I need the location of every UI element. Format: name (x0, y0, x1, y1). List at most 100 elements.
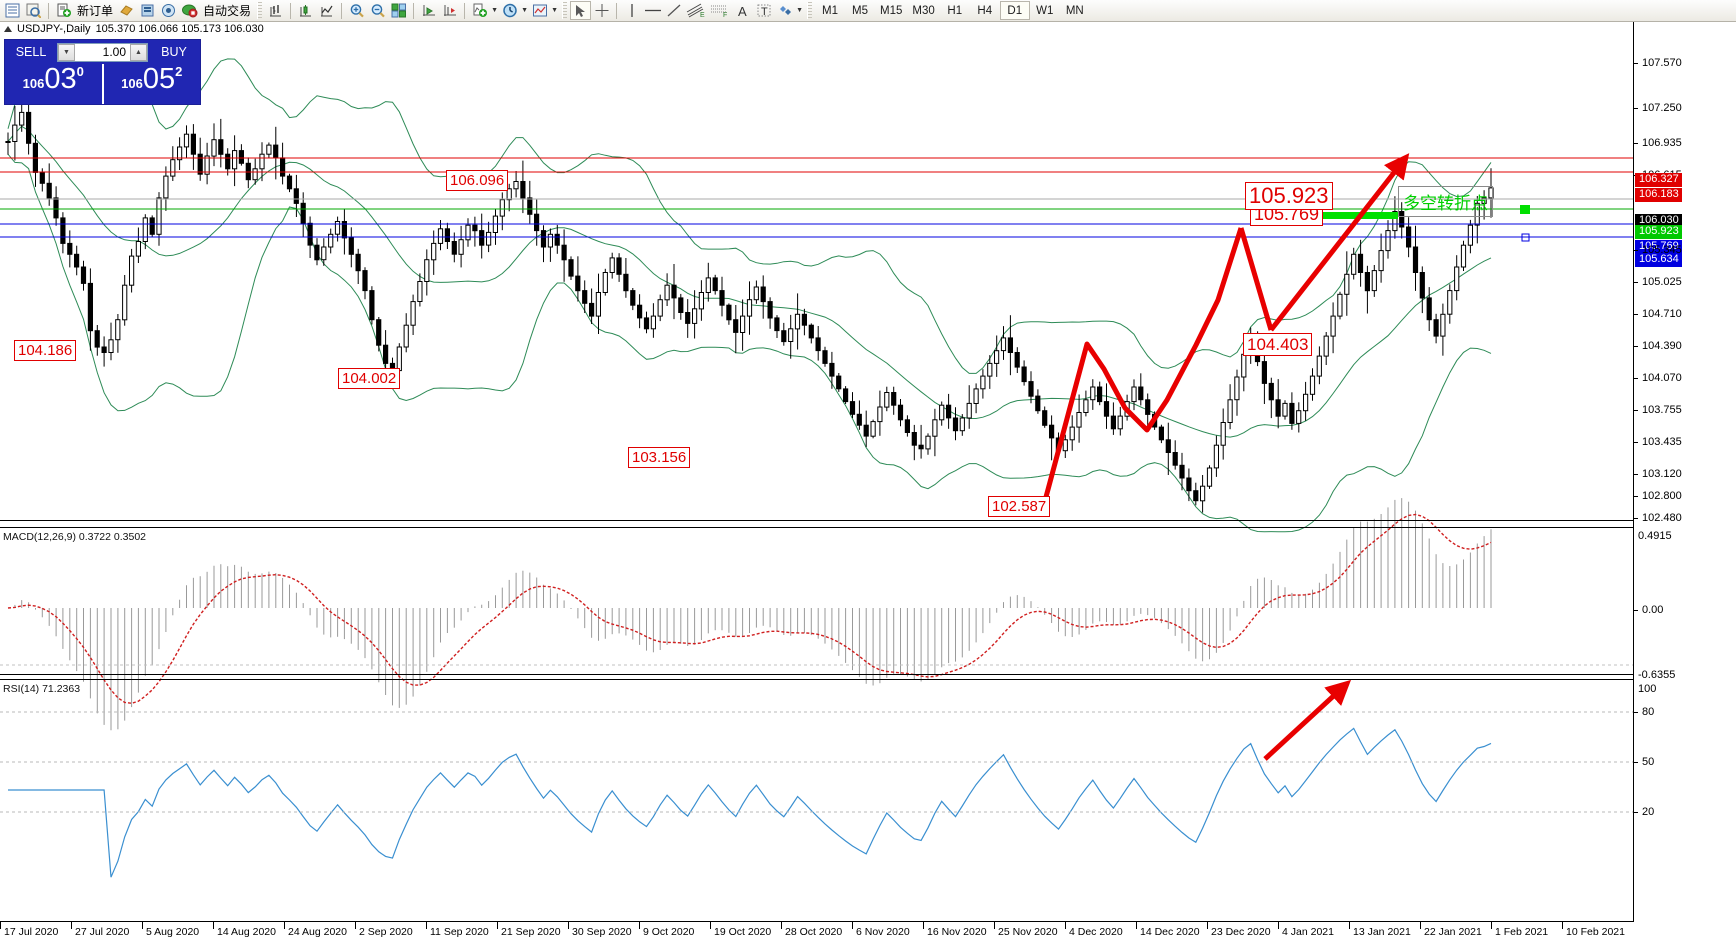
price-annotation-105-923[interactable]: 105.923 (1245, 182, 1333, 210)
candle-bullish (135, 241, 142, 257)
fibonacci-icon[interactable]: F (708, 1, 732, 20)
candle-bullish (424, 259, 430, 283)
candle-bearish (829, 362, 835, 377)
candle-bearish (300, 202, 306, 224)
toolbar-grip-3[interactable] (807, 2, 813, 19)
templates-icon[interactable] (529, 1, 550, 20)
candle-bullish (1076, 412, 1082, 428)
templates-chevron-down-icon[interactable]: ▼ (551, 7, 558, 14)
chart-collapse-icon[interactable] (4, 26, 12, 32)
zoom-in-icon[interactable] (346, 1, 367, 20)
candle-bearish (1021, 366, 1027, 383)
vertical-line-icon[interactable] (621, 1, 642, 20)
line-chart-icon[interactable] (316, 1, 337, 20)
timeframe-d1[interactable]: D1 (999, 1, 1030, 20)
xtick-label: 21 Sep 2020 (501, 926, 561, 938)
xtick-label: 22 Jan 2021 (1424, 926, 1482, 938)
candle-bearish (856, 413, 862, 426)
autotrading-icon[interactable] (179, 1, 200, 20)
resistance-zone-highlight[interactable] (1250, 212, 1398, 219)
candle-bearish (904, 419, 910, 433)
volume-increase-icon[interactable]: ▲ (130, 43, 147, 61)
market-watch-icon[interactable] (2, 1, 23, 20)
date-scale[interactable]: 17 Jul 2020 27 Jul 2020 5 Aug 2020 14 Aug 2… (0, 921, 1633, 945)
volume-decrease-icon[interactable]: ▼ (58, 43, 75, 61)
strategy-tester-icon[interactable] (137, 1, 158, 20)
candle-bearish (307, 222, 313, 246)
blue-level-handle[interactable] (1521, 233, 1530, 242)
expert-advisors-icon[interactable] (116, 1, 137, 20)
price-scale[interactable]: 107.570 107.250 106.935 106.615 106.327 … (1633, 22, 1736, 922)
navigator-icon[interactable] (158, 1, 179, 20)
tile-windows-icon[interactable] (388, 1, 409, 20)
auto-scroll-icon[interactable] (439, 1, 460, 20)
price-annotation-102-587[interactable]: 102.587 (988, 496, 1051, 517)
candle-bullish (994, 350, 1000, 364)
toolbar-grip-2[interactable] (562, 2, 568, 19)
toolbar-grip[interactable] (257, 2, 263, 19)
text-label-icon[interactable]: T (753, 1, 774, 20)
candle-bearish (637, 304, 643, 319)
buy-price-main: 05 (142, 63, 176, 95)
trendline-icon[interactable] (663, 1, 684, 20)
timeframe-m15[interactable]: M15 (880, 4, 903, 17)
xtick-separator (639, 922, 640, 929)
candle-bearish (774, 317, 780, 332)
new-order-icon[interactable] (53, 1, 74, 20)
periods-chevron-down-icon[interactable]: ▼ (521, 7, 528, 14)
sell-price-sup: 0 (76, 64, 84, 79)
candle-bearish (582, 290, 588, 304)
candle-bullish (1323, 335, 1329, 357)
cursor-icon[interactable] (570, 1, 592, 20)
timeframe-w1[interactable]: W1 (1036, 4, 1054, 17)
equidistant-channel-icon[interactable]: E (684, 1, 708, 20)
price-annotation-106-096[interactable]: 106.096 (446, 170, 509, 191)
volume-value[interactable]: 1.00 (102, 45, 126, 59)
auto-trading-label[interactable]: 自动交易 (203, 4, 252, 18)
crosshair-icon[interactable] (591, 1, 612, 20)
trend-drawing-down-1[interactable] (1238, 227, 1274, 331)
ytick-rsi-20: 20 (1634, 806, 1654, 818)
timeframe-mn[interactable]: MN (1065, 4, 1084, 17)
candle-bearish (760, 286, 766, 303)
shapes-icon[interactable] (774, 1, 795, 20)
indicators-chevron-down-icon[interactable]: ▼ (491, 7, 498, 14)
timeframe-m30[interactable]: M30 (912, 4, 935, 17)
timeframe-m1[interactable]: M1 (822, 4, 839, 17)
xtick-label: 14 Aug 2020 (217, 926, 276, 938)
xtick-label: 13 Jan 2021 (1353, 926, 1411, 938)
timeframe-m5[interactable]: M5 (852, 4, 869, 17)
horizontal-line-icon[interactable] (642, 1, 663, 20)
data-window-icon[interactable] (23, 1, 44, 20)
buy-button[interactable]: 106 05 2 (101, 63, 201, 104)
timeframe-h4[interactable]: H4 (977, 4, 993, 17)
text-icon[interactable]: A (732, 1, 753, 20)
candle-bullish (1083, 399, 1089, 413)
trend-drawing-up-1[interactable] (1043, 227, 1244, 498)
buy-price-sup: 2 (175, 64, 183, 79)
candle-bearish (712, 277, 718, 292)
buy-label[interactable]: BUY (161, 45, 187, 59)
rsi-trend-drawing[interactable] (1263, 679, 1352, 761)
volume-stepper[interactable]: ▼ 1.00 ▲ (57, 42, 148, 62)
zoom-out-icon[interactable] (367, 1, 388, 20)
xtick-separator (1562, 922, 1563, 929)
price-annotation-104-002[interactable]: 104.002 (338, 368, 401, 389)
turning-point-note[interactable]: 多空转折点 (1398, 186, 1493, 217)
periods-icon[interactable] (499, 1, 520, 20)
chart-shift-icon[interactable] (418, 1, 439, 20)
bar-chart-icon[interactable] (265, 1, 286, 20)
indicators-icon[interactable] (469, 1, 490, 20)
candlestick-chart-icon[interactable] (295, 1, 316, 20)
price-annotation-104-186[interactable]: 104.186 (14, 340, 77, 361)
trend-drawing-up-2[interactable] (1269, 153, 1410, 332)
sell-label[interactable]: SELL (15, 45, 47, 59)
candle-bearish (376, 319, 382, 346)
candle-bullish (1282, 402, 1288, 417)
timeframe-h1[interactable]: H1 (947, 4, 963, 17)
new-order-label[interactable]: 新订单 (77, 4, 114, 18)
shapes-chevron-down-icon[interactable]: ▼ (796, 7, 803, 14)
sell-button[interactable]: 106 03 0 (5, 64, 102, 104)
price-annotation-104-403[interactable]: 104.403 (1243, 333, 1313, 356)
price-annotation-103-156[interactable]: 103.156 (628, 447, 691, 468)
